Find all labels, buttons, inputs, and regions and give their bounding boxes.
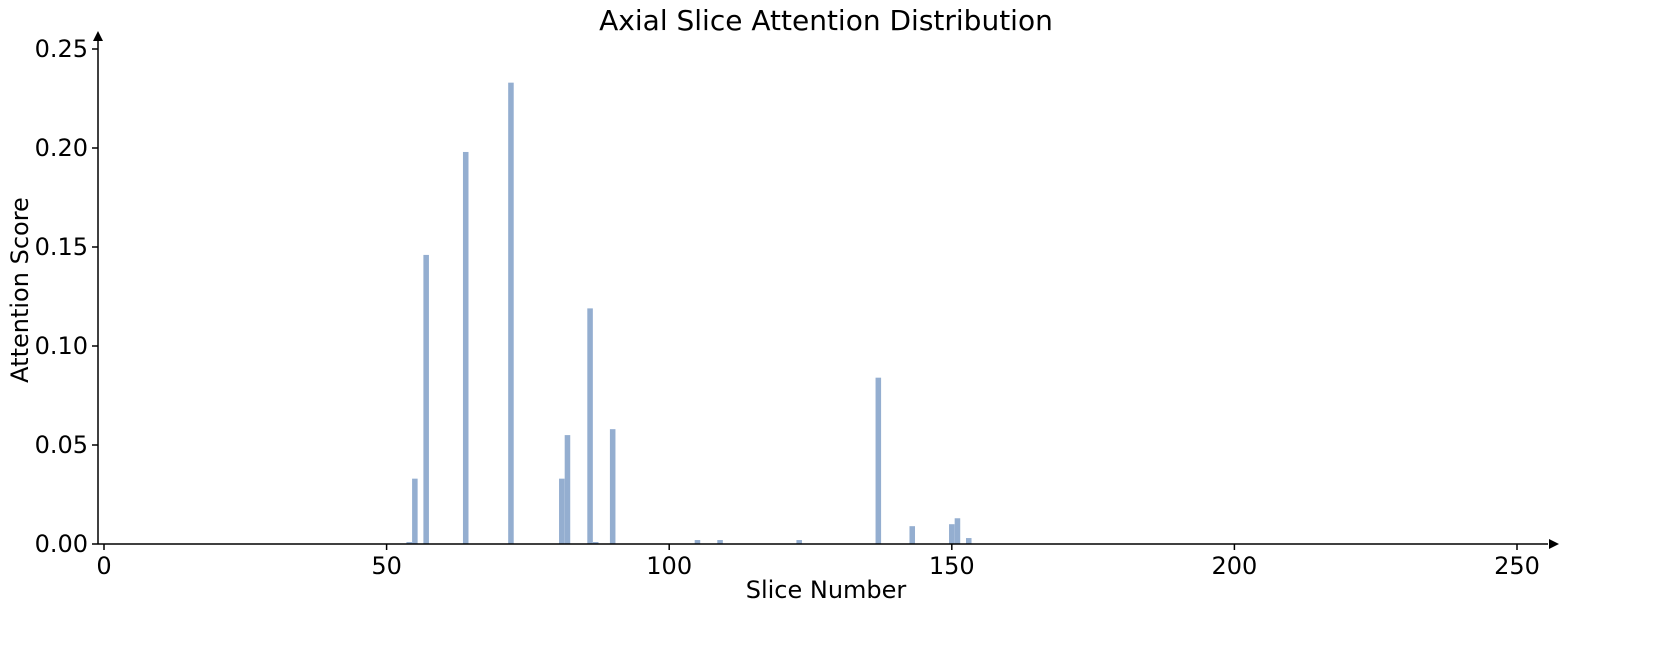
x-tick-label: 100 [646,552,692,580]
x-axis-label: Slice Number [746,576,907,604]
y-axis-arrow [93,31,103,41]
bar-slice-151 [954,518,961,544]
x-tick-label: 250 [1494,552,1540,580]
bar-slice-64 [462,151,469,544]
axes-group [93,31,1559,549]
y-tick-label: 0.05 [35,431,88,459]
x-axis-arrow [1549,539,1559,549]
bar-slice-55 [412,478,418,544]
bar-slice-150 [949,524,955,544]
bar-slice-72 [508,82,514,544]
y-tick-label: 0.00 [35,530,88,558]
x-ticks-group: 0 50 100 150 200 250 [96,544,1540,580]
bar-slice-143 [909,526,916,544]
y-ticks-group: 0.00 0.05 0.10 0.15 0.20 0.25 [35,35,98,558]
y-tick-label: 0.25 [35,35,88,63]
y-tick-label: 0.10 [35,332,88,360]
x-tick-label: 150 [929,552,975,580]
bars-group [406,82,972,545]
bar-slice-105 [694,540,701,544]
y-tick-label: 0.15 [35,233,88,261]
x-tick-label: 50 [371,552,402,580]
bar-slice-90 [609,429,616,544]
x-tick-label: 0 [96,552,111,580]
x-tick-label: 200 [1211,552,1257,580]
bar-slice-86 [587,308,593,544]
bar-slice-123 [796,540,802,544]
bar-slice-54 [406,542,412,544]
y-axis-label: Attention Score [6,197,34,383]
bar-slice-153 [965,538,972,544]
bar-slice-81 [559,478,565,544]
chart-title: Axial Slice Attention Distribution [599,4,1053,37]
bar-slice-57 [423,254,429,545]
bar-slice-137 [875,377,882,544]
bar-slice-87 [592,542,599,544]
y-tick-label: 0.20 [35,134,88,162]
bar-slice-109 [717,540,723,544]
bar-slice-82 [564,435,571,544]
